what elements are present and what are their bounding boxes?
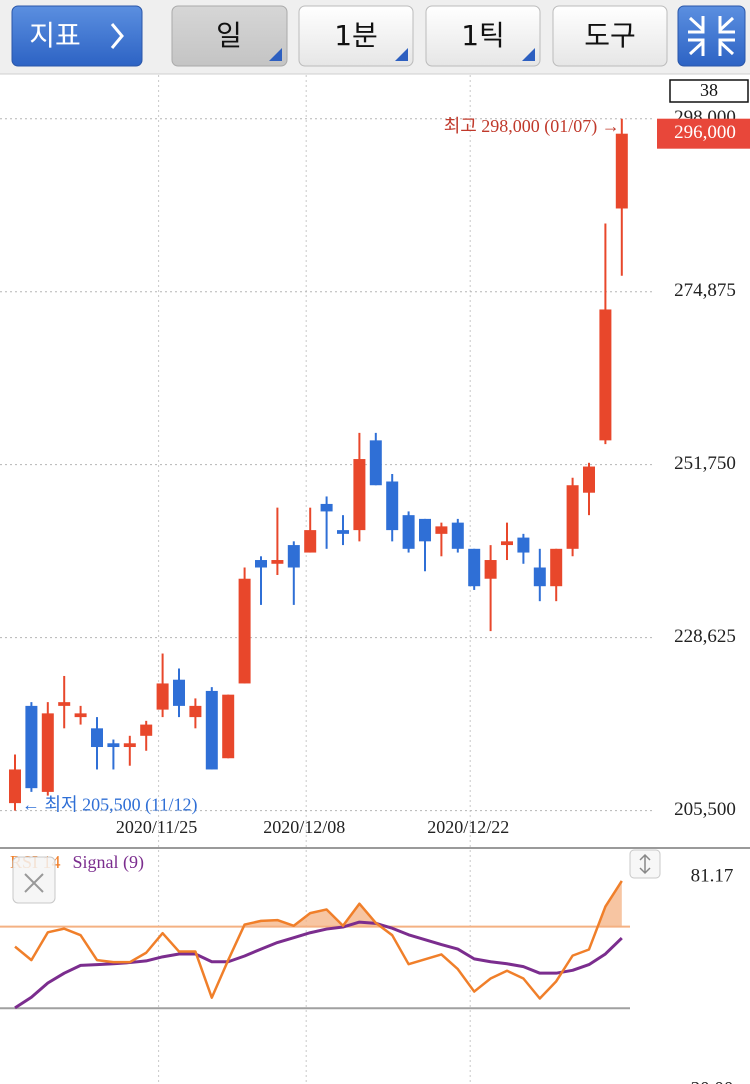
candle-body — [501, 541, 513, 546]
candle-body — [435, 526, 448, 534]
price-chart: 2020/11/25 2020/12/08 2020/12/22 205,500 228… — [0, 75, 750, 848]
candle-body — [238, 578, 251, 684]
last-price-box — [657, 118, 750, 149]
candle-body — [517, 537, 530, 553]
candle-body — [9, 769, 21, 804]
candle-body — [205, 690, 218, 770]
y-tick-label: 30.00 — [691, 1078, 734, 1084]
candle-body — [41, 713, 54, 792]
close-indicator-button[interactable] — [12, 856, 56, 904]
legend-label: Signal (9) — [73, 852, 145, 873]
candle-body — [25, 705, 38, 789]
collapse-icon — [688, 16, 735, 56]
candle-body — [484, 560, 497, 579]
high-annotation: 최고 298,000 (01/07) → — [444, 116, 620, 137]
collapse-button[interactable] — [677, 5, 746, 67]
last-price-label: 296,000 — [674, 122, 736, 143]
y-tick-label: 205,500 — [674, 799, 736, 820]
dropdown-icon — [395, 48, 408, 61]
candle-body — [173, 679, 185, 706]
candle-body — [550, 548, 563, 587]
candle-body — [304, 530, 317, 553]
tools-button[interactable]: 도구 — [552, 5, 668, 67]
button-label: 일 — [216, 19, 242, 52]
candle-body — [222, 694, 235, 759]
x-tick-label: 2020/12/22 — [427, 817, 509, 837]
candle-body — [74, 713, 87, 718]
x-tick-label: 2020/12/08 — [263, 817, 345, 837]
candle-body — [255, 560, 267, 568]
count-box — [669, 79, 749, 103]
candle-body — [271, 560, 284, 564]
count-label: 38 — [700, 80, 718, 100]
candle-body — [156, 683, 169, 710]
y-tick-label: 228,625 — [674, 626, 736, 647]
candle-body — [140, 724, 153, 736]
button-label: 도구 — [584, 19, 636, 52]
overbought-fill — [15, 880, 622, 927]
dropdown-icon — [269, 48, 282, 61]
candle-body — [353, 459, 366, 531]
candle-body — [566, 485, 579, 549]
resize-button[interactable] — [629, 849, 661, 879]
dropdown-icon — [522, 48, 535, 61]
candle-body — [369, 440, 382, 486]
candle-body — [337, 530, 349, 534]
candle-body — [91, 728, 103, 748]
x-tick-label: 2020/11/25 — [116, 817, 197, 837]
button-label: 지표 — [29, 19, 81, 52]
button-label: 1틱 — [461, 19, 505, 52]
candle-body — [583, 466, 595, 493]
chevron-icon — [110, 23, 124, 49]
candle-body — [468, 548, 481, 587]
candle-body — [402, 515, 415, 549]
indicator-line — [14, 880, 623, 1000]
y-tick-label: 274,875 — [674, 280, 736, 301]
candle-body — [533, 567, 546, 587]
candle-body — [419, 518, 431, 542]
candle-body — [107, 743, 120, 748]
candle-body — [123, 743, 136, 748]
candle-body — [189, 705, 202, 718]
tick-button[interactable]: 1틱 — [425, 5, 541, 67]
candle-body — [287, 545, 300, 568]
period-button[interactable]: 일 — [171, 5, 288, 67]
candle-body — [615, 133, 628, 209]
low-annotation: ← 최저 205,500 (11/12) — [22, 795, 197, 816]
candle-body — [451, 522, 464, 549]
current-value-label: 81.17 — [691, 865, 734, 886]
indicator-line — [14, 920, 623, 1010]
button-label: 1분 — [334, 19, 378, 52]
candle-body — [58, 702, 71, 706]
candle-body — [320, 503, 333, 512]
minute-button[interactable]: 1분 — [298, 5, 414, 67]
y-tick-label: 251,750 — [674, 453, 736, 474]
candle-body — [599, 309, 612, 441]
indicator-button[interactable]: 지표 — [11, 5, 143, 67]
candle-body — [386, 481, 399, 531]
